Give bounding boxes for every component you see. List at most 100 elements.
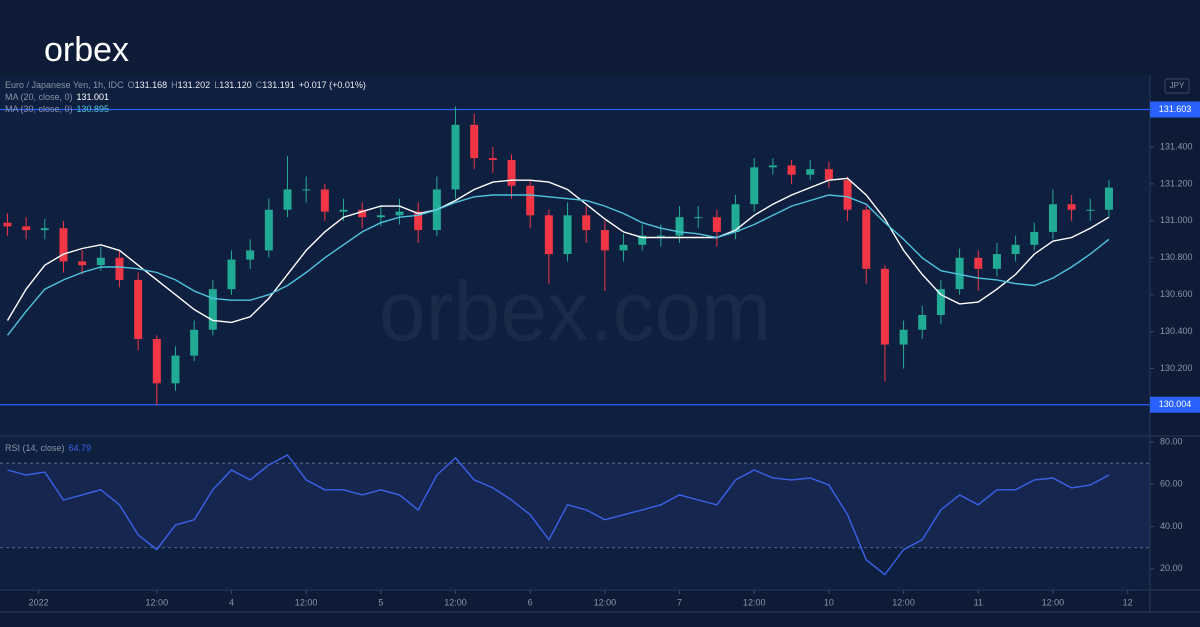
candle-body	[712, 217, 721, 232]
candle-body	[1048, 204, 1057, 232]
ohlc-key: O	[128, 80, 135, 90]
candle-body	[451, 124, 460, 190]
candle-body	[992, 254, 1001, 269]
candle-body	[638, 235, 647, 245]
currency: JPY	[1170, 81, 1185, 90]
candle-body	[582, 215, 591, 231]
ohlc-value: 131.191	[262, 80, 295, 90]
candle-body	[656, 235, 665, 237]
ohlc-value: 131.168	[135, 80, 168, 90]
level-label: 130.004	[1159, 399, 1192, 409]
candle-body	[955, 257, 964, 290]
x-tick-label: 2022	[29, 597, 49, 607]
candle-body	[526, 185, 535, 216]
y-tick-label: 130.800	[1160, 252, 1193, 262]
candle-body	[1104, 187, 1113, 210]
candle-body	[1067, 204, 1076, 210]
y-tick-label: 60.00	[1160, 479, 1183, 489]
candle-body	[899, 329, 908, 345]
legend-value: 130.895	[77, 104, 110, 114]
level-label: 131.603	[1159, 104, 1192, 114]
change: +0.017 (+0.01%)	[299, 80, 366, 90]
x-tick-label: 12:00	[146, 597, 169, 607]
candle-body	[731, 204, 740, 232]
rsi-band	[0, 463, 1150, 548]
series-line	[7, 454, 1110, 576]
candle-body	[1030, 231, 1039, 245]
candle-body	[600, 230, 609, 251]
x-tick-label: 11	[974, 597, 983, 607]
x-tick-label: 12:00	[295, 597, 318, 607]
candle-body	[190, 329, 199, 356]
chart-header: Euro / Japanese Yen, 1h, IDC O131.168 H131…	[5, 80, 366, 90]
candle-body	[507, 159, 516, 186]
logo: orbex	[44, 31, 129, 69]
candle-body	[862, 209, 871, 269]
x-tick-label: 7	[677, 597, 682, 607]
candle-body	[1011, 244, 1020, 255]
candle-body	[96, 257, 105, 266]
x-tick-label: 10	[824, 597, 834, 607]
series-line	[6, 194, 1110, 336]
candle-body	[675, 217, 684, 236]
candle-body	[152, 339, 161, 384]
x-tick-label: 12:00	[743, 597, 766, 607]
candle-body	[320, 189, 329, 212]
candle-body	[806, 169, 815, 175]
candle-body	[395, 211, 404, 216]
legend-name: MA (30, close, 0)	[5, 104, 73, 114]
y-tick-label: 131.400	[1160, 141, 1193, 151]
y-tick-label: 131.000	[1160, 215, 1193, 225]
candle-body	[59, 228, 68, 262]
y-tick-label: 131.200	[1160, 178, 1193, 188]
candle-body	[488, 158, 497, 160]
ohlc-key: C	[256, 80, 263, 90]
legend-value: 64.79	[69, 443, 92, 453]
y-tick-label: 40.00	[1160, 521, 1183, 531]
x-tick-label: 12:00	[444, 597, 467, 607]
candle-body	[414, 211, 423, 231]
candle-body	[750, 167, 759, 205]
x-tick-label: 12:00	[1042, 597, 1065, 607]
x-tick-label: 12:00	[594, 597, 617, 607]
candle-body	[339, 209, 348, 212]
candle-body	[302, 189, 311, 191]
candle-body	[1086, 209, 1095, 211]
x-tick-label: 4	[229, 597, 234, 607]
candle-body	[694, 217, 703, 219]
legend-value: 131.001	[77, 92, 110, 102]
y-tick-label: 130.400	[1160, 326, 1193, 336]
y-tick-label: 80.00	[1160, 436, 1183, 446]
x-tick-label: 12:00	[892, 597, 915, 607]
candle-body	[3, 222, 12, 227]
y-tick-label: 20.00	[1160, 563, 1183, 573]
candle-body	[824, 169, 833, 181]
candle-body	[974, 257, 983, 269]
x-tick-label: 12	[1123, 597, 1133, 607]
watermark: orbex.com	[379, 264, 771, 358]
candle-body	[843, 180, 852, 210]
candle-body	[544, 215, 553, 255]
candle-body	[376, 215, 385, 218]
candle-body	[470, 124, 479, 159]
candle-body	[246, 250, 255, 260]
candle-body	[619, 244, 628, 251]
x-tick-label: 6	[528, 597, 533, 607]
candle-body	[880, 268, 889, 345]
x-tick-label: 5	[378, 597, 383, 607]
currency-box	[1164, 78, 1190, 94]
candle-body	[115, 257, 124, 280]
candle-body	[227, 259, 236, 290]
candle-body	[936, 289, 945, 315]
candle-body	[563, 215, 572, 255]
candle-body	[283, 189, 292, 210]
ohlc-key: H	[171, 80, 178, 90]
candle-body	[264, 209, 273, 251]
candle-body	[78, 261, 87, 266]
level-label-box	[1150, 396, 1200, 413]
candle-body	[134, 279, 143, 339]
candle-body	[171, 355, 180, 384]
candle-body	[787, 165, 796, 175]
candle-body	[918, 315, 927, 330]
